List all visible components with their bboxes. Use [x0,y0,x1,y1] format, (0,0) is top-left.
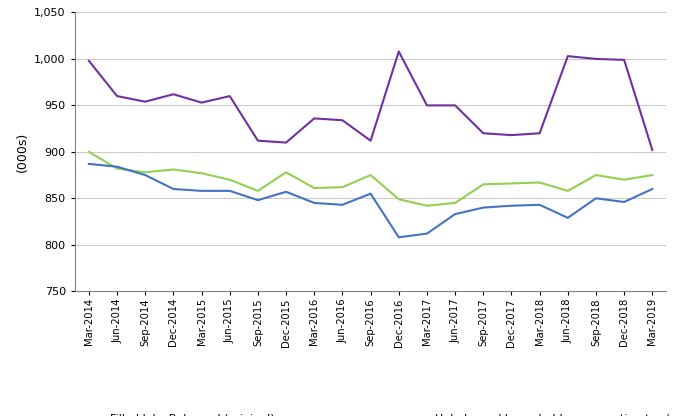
Filled Jobs Balanced (original) [339,185,347,190]
Unbalanced business survey estimates (original) [367,191,375,196]
Unbalanced business survey estimates (original) [451,212,459,217]
Filled Jobs Balanced (original) [451,201,459,206]
Unbalanced business survey estimates (original) [479,205,488,210]
Unbalanced household survey estimates (original) [507,133,515,138]
Unbalanced business survey estimates (original) [226,188,234,193]
Filled Jobs Balanced (original) [479,182,488,187]
Unbalanced business survey estimates (original) [339,202,347,207]
Unbalanced business survey estimates (original) [85,161,93,166]
Filled Jobs Balanced (original) [536,180,544,185]
Unbalanced household survey estimates (original) [85,58,93,63]
Unbalanced business survey estimates (original) [507,203,515,208]
Filled Jobs Balanced (original) [394,197,403,202]
Unbalanced business survey estimates (original) [282,189,290,194]
Filled Jobs Balanced (original) [141,170,150,175]
Unbalanced business survey estimates (original) [536,202,544,207]
Unbalanced household survey estimates (original) [620,57,628,62]
Unbalanced business survey estimates (original) [169,186,177,191]
Filled Jobs Balanced (original) [620,177,628,182]
Unbalanced business survey estimates (original) [423,231,431,236]
Line: Unbalanced business survey estimates (original): Unbalanced business survey estimates (or… [89,164,652,237]
Filled Jobs Balanced (original) [423,203,431,208]
Unbalanced household survey estimates (original) [394,49,403,54]
Filled Jobs Balanced (original) [113,166,121,171]
Unbalanced household survey estimates (original) [169,92,177,97]
Filled Jobs Balanced (original) [254,188,262,193]
Unbalanced household survey estimates (original) [592,57,600,62]
Line: Filled Jobs Balanced (original): Filled Jobs Balanced (original) [89,152,652,206]
Unbalanced business survey estimates (original) [254,198,262,203]
Legend: Filled Jobs Balanced (original), Unbalanced business survey estimates (original): Filled Jobs Balanced (original), Unbalan… [80,414,680,416]
Unbalanced business survey estimates (original) [197,188,205,193]
Unbalanced business survey estimates (original) [113,164,121,169]
Unbalanced household survey estimates (original) [282,140,290,145]
Line: Unbalanced household survey estimates (original): Unbalanced household survey estimates (o… [89,52,652,150]
Unbalanced household survey estimates (original) [339,118,347,123]
Unbalanced business survey estimates (original) [648,186,656,191]
Unbalanced household survey estimates (original) [536,131,544,136]
Filled Jobs Balanced (original) [282,170,290,175]
Filled Jobs Balanced (original) [197,171,205,176]
Filled Jobs Balanced (original) [310,186,318,191]
Unbalanced household survey estimates (original) [226,94,234,99]
Unbalanced household survey estimates (original) [648,148,656,153]
Unbalanced business survey estimates (original) [394,235,403,240]
Unbalanced household survey estimates (original) [564,54,572,59]
Filled Jobs Balanced (original) [648,173,656,178]
Unbalanced household survey estimates (original) [113,94,121,99]
Filled Jobs Balanced (original) [592,173,600,178]
Filled Jobs Balanced (original) [169,167,177,172]
Unbalanced household survey estimates (original) [141,99,150,104]
Unbalanced business survey estimates (original) [592,196,600,201]
Y-axis label: (000s): (000s) [16,132,29,172]
Filled Jobs Balanced (original) [85,149,93,154]
Filled Jobs Balanced (original) [507,181,515,186]
Unbalanced household survey estimates (original) [254,138,262,143]
Unbalanced household survey estimates (original) [479,131,488,136]
Unbalanced business survey estimates (original) [620,200,628,205]
Filled Jobs Balanced (original) [226,177,234,182]
Unbalanced business survey estimates (original) [310,201,318,206]
Unbalanced household survey estimates (original) [451,103,459,108]
Filled Jobs Balanced (original) [367,173,375,178]
Unbalanced business survey estimates (original) [141,173,150,178]
Unbalanced household survey estimates (original) [197,100,205,105]
Unbalanced household survey estimates (original) [367,138,375,143]
Unbalanced household survey estimates (original) [423,103,431,108]
Filled Jobs Balanced (original) [564,188,572,193]
Unbalanced household survey estimates (original) [310,116,318,121]
Unbalanced business survey estimates (original) [564,215,572,220]
